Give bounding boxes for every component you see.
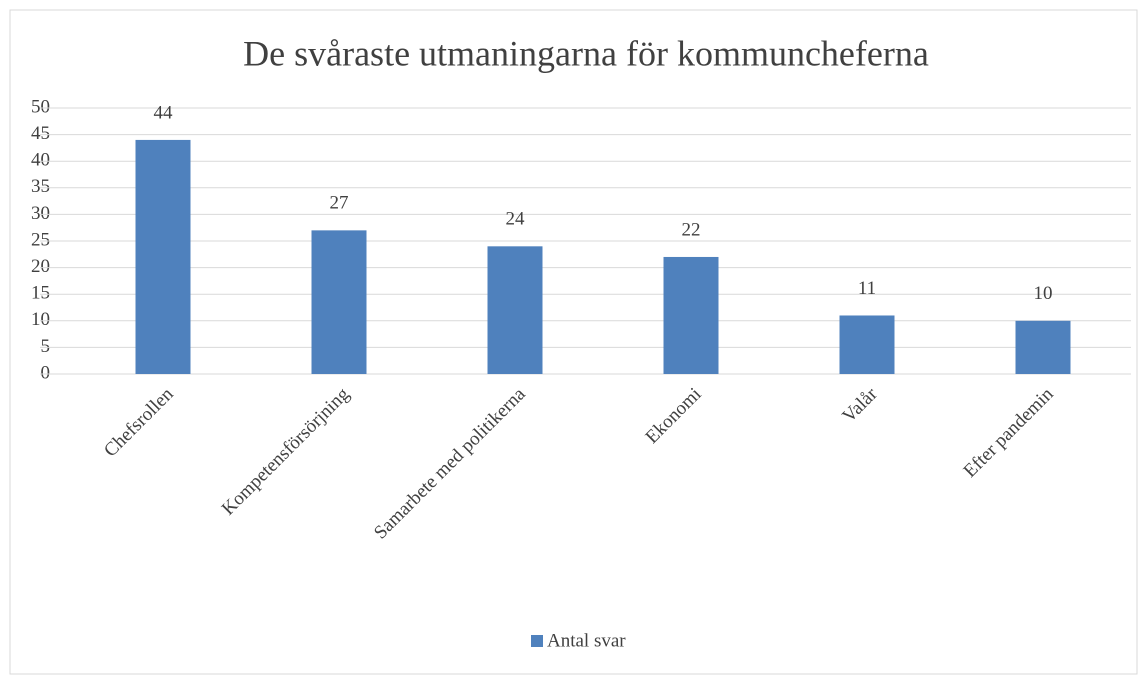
y-tick-label: 45 (31, 123, 50, 144)
data-label: 10 (1034, 283, 1053, 304)
legend-label: Antal svar (547, 630, 626, 651)
chart-border (9, 9, 1138, 675)
y-tick-label: 10 (31, 309, 50, 330)
y-tick-label: 35 (31, 176, 50, 197)
data-label: 11 (858, 278, 876, 299)
bar (839, 315, 895, 374)
y-tick-label: 25 (31, 229, 50, 250)
y-tick-label: 5 (41, 336, 51, 357)
bar (311, 230, 367, 374)
bar (135, 139, 191, 374)
data-label: 44 (154, 102, 174, 123)
y-tick-label: 50 (31, 96, 50, 117)
y-tick-label: 15 (31, 283, 50, 304)
chart-title: De svåraste utmaningarna för kommunchefe… (243, 33, 929, 73)
bar (487, 246, 543, 374)
data-label: 22 (682, 219, 701, 240)
bar (663, 256, 719, 374)
data-label: 24 (506, 209, 526, 230)
legend-swatch (531, 635, 543, 647)
y-tick-label: 20 (31, 256, 50, 277)
data-label: 27 (330, 193, 349, 214)
y-tick-label: 30 (31, 203, 50, 224)
bar (1015, 320, 1071, 374)
y-tick-label: 40 (31, 150, 50, 171)
y-tick-label: 0 (41, 362, 51, 383)
